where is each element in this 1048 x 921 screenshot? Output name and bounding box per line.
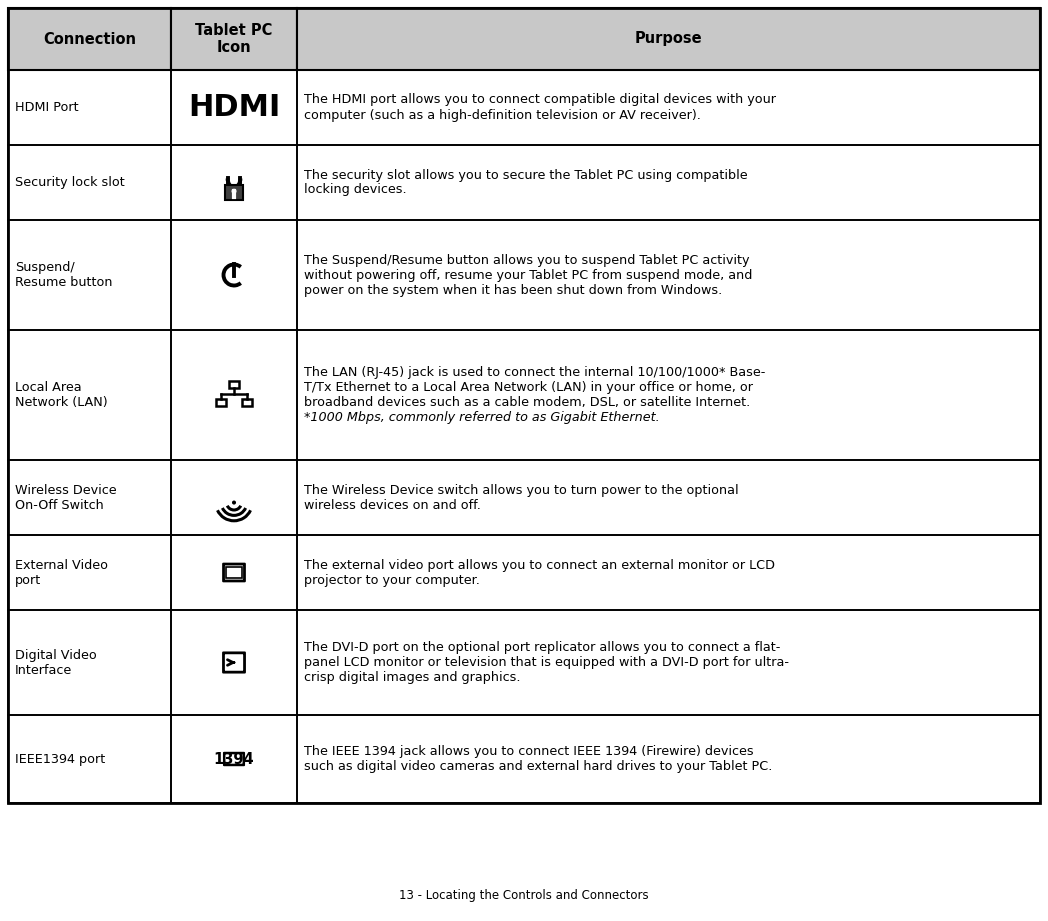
Bar [297,535,1040,610]
Text: Network (LAN): Network (LAN) [15,396,108,409]
Text: computer (such as a high-definition television or AV receiver).: computer (such as a high-definition tele… [304,109,701,122]
Text: HDMI Port: HDMI Port [15,101,79,114]
Bar [171,460,297,535]
Bar [225,185,243,200]
Text: Local Area: Local Area [15,381,82,394]
Text: The external video port allows you to connect an external monitor or LCD: The external video port allows you to co… [304,558,774,572]
Bar [171,715,297,803]
Bar [171,70,297,145]
Bar [297,220,1040,330]
Bar [8,70,171,145]
Bar [216,399,226,406]
Text: port: port [15,574,41,587]
Bar [8,610,171,715]
Text: Purpose: Purpose [635,31,702,46]
Text: Suspend/: Suspend/ [15,261,74,274]
Bar [8,535,171,610]
Bar [8,8,171,70]
Bar [226,566,242,578]
Bar [228,380,239,388]
Text: Digital Video: Digital Video [15,648,96,661]
Text: Wireless Device: Wireless Device [15,484,116,496]
Text: The Suspend/Resume button allows you to suspend Tablet PC activity: The Suspend/Resume button allows you to … [304,253,749,266]
Circle shape [232,189,237,193]
Text: The Wireless Device switch allows you to turn power to the optional: The Wireless Device switch allows you to… [304,484,739,496]
Text: such as digital video cameras and external hard drives to your Tablet PC.: such as digital video cameras and extern… [304,760,772,773]
Bar [8,715,171,803]
Text: crisp digital images and graphics.: crisp digital images and graphics. [304,671,521,684]
Text: T/Tx Ethernet to a Local Area Network (LAN) in your office or home, or: T/Tx Ethernet to a Local Area Network (L… [304,381,752,394]
Bar [297,460,1040,535]
Text: HDMI: HDMI [188,93,280,122]
Text: The IEEE 1394 jack allows you to connect IEEE 1394 (Firewire) devices: The IEEE 1394 jack allows you to connect… [304,745,754,758]
Bar [297,8,1040,70]
Bar [8,8,1040,803]
Bar [8,330,171,460]
Text: wireless devices on and off.: wireless devices on and off. [304,498,481,511]
Bar [171,145,297,220]
Bar [171,220,297,330]
Text: 1394: 1394 [214,752,255,766]
Text: The security slot allows you to secure the Tablet PC using compatible: The security slot allows you to secure t… [304,169,747,181]
Bar [297,610,1040,715]
Bar [8,220,171,330]
Bar [8,460,171,535]
Text: The LAN (RJ-45) jack is used to connect the internal 10/100/1000* Base-: The LAN (RJ-45) jack is used to connect … [304,366,765,379]
Text: *1000 Mbps, commonly referred to as Gigabit Ethernet.: *1000 Mbps, commonly referred to as Giga… [304,411,659,424]
Bar [171,535,297,610]
Text: Connection: Connection [43,31,136,46]
Circle shape [232,500,236,505]
Bar [297,145,1040,220]
Text: On-Off Switch: On-Off Switch [15,498,104,511]
Text: The HDMI port allows you to connect compatible digital devices with your: The HDMI port allows you to connect comp… [304,94,776,107]
Text: projector to your computer.: projector to your computer. [304,574,480,587]
Text: 13 - Locating the Controls and Connectors: 13 - Locating the Controls and Connector… [399,889,649,902]
Text: IEEE1394 port: IEEE1394 port [15,752,105,765]
Text: Security lock slot: Security lock slot [15,176,125,189]
Bar [242,399,253,406]
Bar [171,330,297,460]
Bar [297,330,1040,460]
Text: The DVI-D port on the optional port replicator allows you to connect a flat-: The DVI-D port on the optional port repl… [304,641,781,654]
Text: Resume button: Resume button [15,276,112,289]
Text: External Video: External Video [15,558,108,572]
Text: panel LCD monitor or television that is equipped with a DVI-D port for ultra-: panel LCD monitor or television that is … [304,656,789,669]
Text: without powering off, resume your Tablet PC from suspend mode, and: without powering off, resume your Tablet… [304,269,752,282]
Bar [171,610,297,715]
Text: Tablet PC
Icon: Tablet PC Icon [195,23,272,55]
Text: Interface: Interface [15,663,72,677]
Bar [297,70,1040,145]
Text: broadband devices such as a cable modem, DSL, or satellite Internet.: broadband devices such as a cable modem,… [304,396,750,409]
Text: power on the system when it has been shut down from Windows.: power on the system when it has been shu… [304,284,722,297]
Bar [297,715,1040,803]
Bar [171,8,297,70]
Text: locking devices.: locking devices. [304,183,407,196]
Bar [8,145,171,220]
